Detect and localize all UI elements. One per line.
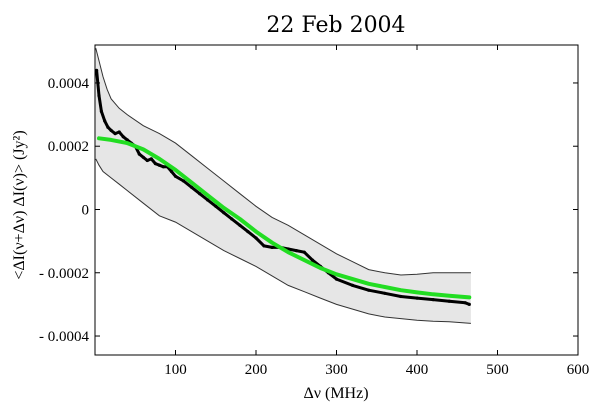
y-tick-label: 0.0004 [48,76,90,92]
chart-title: 22 Feb 2004 [266,13,405,38]
uncertainty-band [95,48,471,324]
measured-point [169,169,174,174]
measured-point [383,291,387,295]
measured-point [145,158,149,163]
y-tick-label: - 0.0002 [39,266,89,282]
measured-point [161,165,165,169]
measured-point [109,128,113,132]
measured-point [99,109,103,113]
measured-point [467,302,471,306]
x-tick-label: 300 [325,362,348,378]
measured-point [351,283,355,287]
band-lower-line [95,158,471,324]
measured-point [415,296,419,300]
measured-point [190,185,194,189]
y-tick-label: 0 [82,202,90,218]
measured-point [367,288,371,292]
measured-point [121,135,125,139]
y-tick-label: 0.0002 [48,139,89,155]
measured-point [230,217,234,221]
measured-point [334,277,339,281]
measured-point [173,174,178,178]
series-layer [95,68,472,306]
measured-point [117,130,121,134]
measured-point [222,211,226,215]
measured-point [270,245,274,249]
measured-point [238,223,242,227]
measured-point [214,204,218,208]
measured-point [97,94,101,98]
measured-point [103,119,107,123]
measured-point [153,162,157,166]
measured-point [294,249,298,253]
measured-point [125,138,129,142]
x-tick-label: 600 [567,362,590,378]
x-tick-label: 400 [406,362,429,378]
measured-point [157,163,161,167]
measured-point [262,244,266,248]
axis-ticks: 100 200 300 400 500 600 - 0.0004 - 0.0002 0 0.000… [39,45,589,378]
measured-point [246,230,250,234]
measured-point [113,132,117,136]
measured-point [149,157,153,161]
band-upper-line [95,48,471,276]
x-tick-label: 200 [245,362,268,378]
measured-point [206,198,210,202]
measured-point [399,294,403,299]
x-tick-label: 100 [164,362,187,378]
measured-point [198,192,202,196]
measured-point [106,125,110,129]
measured-point [447,299,451,303]
y-axis-label: <ΔI(ν+Δν) ΔI(ν)> (Jy²) [11,130,28,279]
measured-point [302,250,306,254]
model-series-line [97,136,472,300]
x-tick-label: 500 [486,362,509,378]
measured-point [141,155,145,159]
measured-point [137,152,141,156]
measured-point [310,258,314,262]
x-axis-label: Δν (MHz) [303,385,368,402]
measured-point [182,179,186,183]
measured-point [463,301,467,305]
measured-point [95,68,99,72]
measured-point [254,236,258,240]
y-tick-label: - 0.0004 [39,329,89,345]
measured-point [431,298,435,302]
